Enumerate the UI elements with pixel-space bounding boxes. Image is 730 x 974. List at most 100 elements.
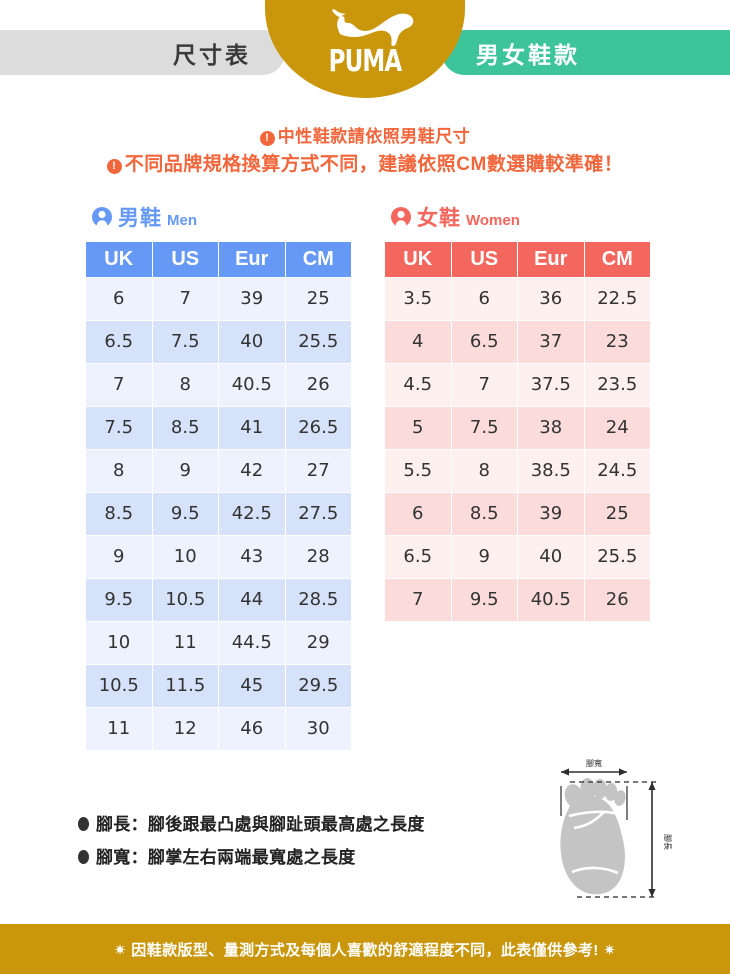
page-header: 尺寸表 男女鞋款 PUMA: [0, 0, 730, 100]
women-cell: 8.5: [451, 492, 517, 535]
men-cell: 26.5: [285, 406, 351, 449]
men-cell: 45: [219, 664, 285, 707]
table-row: 6 8.5 39 25: [385, 492, 650, 535]
men-col-eur: Eur: [219, 241, 285, 277]
women-cell: 7.5: [451, 406, 517, 449]
table-row: 6.5 9 40 25.5: [385, 535, 650, 578]
women-cell: 24.5: [584, 449, 650, 492]
page-footer: ✷ 因鞋款版型、量測方式及每個人喜歡的舒適程度不同，此表僅供參考! ✷: [0, 924, 730, 974]
women-cell: 38.5: [518, 449, 584, 492]
table-row: 6 7 39 25: [86, 277, 351, 320]
men-cell: 46: [219, 707, 285, 750]
women-cell: 25: [584, 492, 650, 535]
legend-line-2-text: 腳寬：腳掌左右兩端最寬處之長度: [96, 848, 356, 868]
women-cell: 9: [451, 535, 517, 578]
men-col-cm: CM: [285, 241, 351, 277]
table-row: 9 10 43 28: [86, 535, 351, 578]
table-row: 7.5 8.5 41 26.5: [86, 406, 351, 449]
women-cell: 38: [518, 406, 584, 449]
men-table-title-cn: 男鞋: [118, 206, 162, 230]
men-cell: 10: [86, 621, 152, 664]
women-cell: 26: [584, 578, 650, 621]
men-size-table-block: 男鞋 Men UK US Eur CM 6 7 39 25 6.5 7.5 40 25.5 7 8…: [85, 202, 352, 751]
shoe-category-badge-label: 男女鞋款: [476, 41, 580, 68]
men-cell: 43: [219, 535, 285, 578]
men-cell: 11: [86, 707, 152, 750]
women-cell: 23: [584, 320, 650, 363]
men-cell: 10: [152, 535, 218, 578]
legend-line-1-text: 腳長：腳後跟最凸處與腳趾頭最高處之長度: [96, 815, 425, 834]
table-row: 4.5 7 37.5 23.5: [385, 363, 650, 406]
men-cell: 44.5: [219, 621, 285, 664]
men-cell: 9.5: [86, 578, 152, 621]
men-cell: 7.5: [152, 320, 218, 363]
women-cell: 6.5: [385, 535, 451, 578]
person-icon: [390, 206, 412, 228]
men-cell: 28: [285, 535, 351, 578]
men-col-us: US: [152, 241, 218, 277]
women-cell: 4.5: [385, 363, 451, 406]
warning-line-1-text: 中性鞋款請依照男鞋尺寸: [277, 127, 471, 146]
men-table-title-en: Men: [167, 211, 197, 229]
men-cell: 27.5: [285, 492, 351, 535]
table-row: 11 12 46 30: [86, 707, 351, 750]
men-table-title: 男鞋 Men: [85, 202, 352, 232]
exclamation-icon: !: [259, 131, 275, 146]
men-cell: 7: [86, 363, 152, 406]
men-cell: 26: [285, 363, 351, 406]
warning-notes: ! 中性鞋款請依照男鞋尺寸 ! 不同品牌規格換算方式不同，建議依照CM數選購較準確！: [0, 124, 730, 180]
men-col-uk: UK: [86, 241, 152, 277]
men-cell: 40.5: [219, 363, 285, 406]
men-cell: 10.5: [86, 664, 152, 707]
women-cell: 23.5: [584, 363, 650, 406]
men-table-header-row: UK US Eur CM: [86, 241, 351, 277]
table-row: 5 7.5 38 24: [385, 406, 650, 449]
men-cell: 8: [86, 449, 152, 492]
women-cell: 40.5: [518, 578, 584, 621]
warning-line-2: ! 不同品牌規格換算方式不同，建議依照CM數選購較準確！: [0, 150, 730, 179]
men-cell: 11.5: [152, 664, 218, 707]
men-cell: 28.5: [285, 578, 351, 621]
legend-line-2: 腳寬：腳掌左右兩端最寬處之長度: [78, 841, 508, 874]
men-cell: 9.5: [152, 492, 218, 535]
women-cell: 5.5: [385, 449, 451, 492]
size-chart-badge: 尺寸表: [0, 30, 285, 75]
women-cell: 37.5: [518, 363, 584, 406]
women-cell: 4: [385, 320, 451, 363]
women-cell: 6: [451, 277, 517, 320]
men-cell: 41: [219, 406, 285, 449]
men-cell: 9: [152, 449, 218, 492]
foot-measurement-diagram: 腳寬 腳長: [532, 750, 692, 915]
bullet-icon: [78, 817, 89, 831]
star-icon-left: ✷: [113, 941, 127, 959]
women-cell: 24: [584, 406, 650, 449]
women-cell: 5: [385, 406, 451, 449]
table-row: 4 6.5 37 23: [385, 320, 650, 363]
footer-disclaimer: ✷ 因鞋款版型、量測方式及每個人喜歡的舒適程度不同，此表僅供參考! ✷: [114, 939, 617, 960]
men-cell: 12: [152, 707, 218, 750]
men-cell: 30: [285, 707, 351, 750]
women-cell: 6.5: [451, 320, 517, 363]
women-cell: 37: [518, 320, 584, 363]
measurement-legend: 腳長：腳後跟最凸處與腳趾頭最高處之長度 腳寬：腳掌左右兩端最寬處之長度: [78, 808, 508, 874]
women-col-uk: UK: [385, 241, 451, 277]
men-cell: 40: [219, 320, 285, 363]
size-chart-badge-label: 尺寸表: [173, 41, 251, 68]
women-cell: 8: [451, 449, 517, 492]
women-cell: 7: [451, 363, 517, 406]
table-row: 7 9.5 40.5 26: [385, 578, 650, 621]
men-cell: 9: [86, 535, 152, 578]
table-row: 10.5 11.5 45 29.5: [86, 664, 351, 707]
men-cell: 42: [219, 449, 285, 492]
men-cell: 29.5: [285, 664, 351, 707]
women-cell: 3.5: [385, 277, 451, 320]
men-cell: 8.5: [152, 406, 218, 449]
bullet-icon: [78, 850, 89, 865]
men-cell: 44: [219, 578, 285, 621]
men-cell: 10.5: [152, 578, 218, 621]
foot-width-label: 腳寬: [586, 758, 602, 768]
shoe-category-badge: 男女鞋款: [442, 30, 730, 75]
men-cell: 7: [152, 277, 218, 320]
women-cell: 22.5: [584, 277, 650, 320]
men-cell: 8.5: [86, 492, 152, 535]
